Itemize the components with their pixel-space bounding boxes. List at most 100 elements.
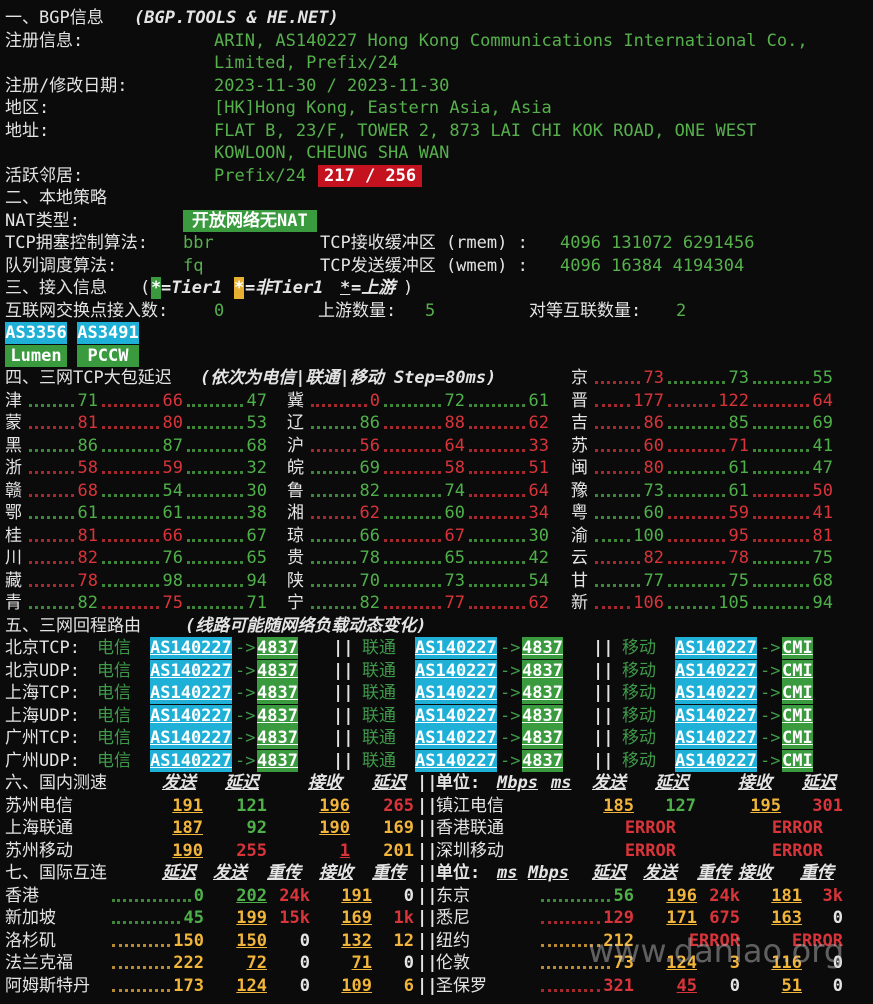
leader-dots — [102, 426, 159, 429]
test-value: 0 — [403, 953, 414, 973]
latency-value: 88 — [444, 413, 465, 433]
hop-asn: AS140227 — [675, 682, 757, 704]
field-label: TCP发送缓冲区 (wmem) : — [320, 255, 528, 276]
carrier: 移动 — [622, 660, 656, 681]
leader-dots — [595, 493, 640, 497]
field-value: 0 — [214, 300, 225, 321]
latency-value: 68 — [812, 570, 833, 591]
column-header: 延迟 — [592, 863, 626, 883]
section-title: 二、本地策略 — [5, 188, 107, 208]
test-value: 24k — [279, 885, 310, 906]
test-value: 0 — [299, 930, 310, 951]
leader-dots — [668, 426, 725, 429]
latency-value: 62 — [528, 413, 549, 433]
leader-dots — [29, 606, 74, 609]
latency-value: 86 — [643, 413, 664, 433]
column-header: 延迟 — [225, 773, 259, 793]
column-header: 延迟 — [162, 863, 196, 883]
leader-dots — [469, 493, 525, 497]
leader-dots — [541, 943, 600, 947]
arrow: -> — [235, 705, 256, 726]
test-value: 196 — [666, 885, 697, 906]
leader-dots — [668, 381, 725, 384]
leader-dots — [469, 538, 525, 542]
arrow: -> — [760, 638, 781, 658]
latency-value: 80 — [643, 458, 664, 478]
leader-dots — [753, 448, 809, 452]
test-value: 15k — [279, 908, 310, 928]
test-name: 法兰克福 — [5, 953, 73, 973]
leader-dots — [187, 471, 243, 474]
latency-value: 73 — [728, 368, 749, 388]
latency-value: 55 — [812, 368, 833, 388]
latency-value: 50 — [812, 480, 833, 501]
column-header: 发送 — [592, 773, 626, 793]
hop-asn: AS140227 — [150, 637, 232, 659]
test-value: 0 — [832, 975, 843, 996]
hop-asn: 4837 — [522, 637, 563, 659]
hop-asn: 4837 — [257, 704, 298, 727]
leader-dots — [595, 403, 630, 407]
leader-dots — [311, 426, 356, 429]
latency-value: 67 — [246, 525, 267, 546]
arrow: -> — [500, 638, 521, 658]
province: 吉 — [571, 413, 588, 433]
separator: || — [593, 705, 614, 726]
province: 粤 — [571, 503, 588, 523]
leader-dots — [668, 493, 725, 497]
latency-value: 58 — [77, 458, 98, 478]
field-value: 2023-11-30 / 2023-11-30 — [214, 75, 450, 96]
test-value: 187 — [172, 818, 203, 838]
arrow: -> — [500, 683, 521, 703]
leader-dots — [668, 583, 725, 587]
province: 鲁 — [287, 480, 304, 501]
test-name: 伦敦 — [436, 953, 470, 973]
latency-value: 33 — [528, 435, 549, 456]
arrow: -> — [235, 660, 256, 681]
latency-value: 47 — [812, 458, 833, 478]
latency-value: 82 — [359, 593, 380, 613]
latency-value: 30 — [246, 480, 267, 501]
test-value: 127 — [665, 795, 696, 816]
latency-value: 66 — [162, 390, 183, 411]
hop-asn: 4837 — [257, 727, 298, 749]
leader-dots — [595, 538, 630, 542]
field-label: 上游数量: — [318, 300, 397, 321]
leader-dots — [753, 403, 809, 407]
latency-value: 82 — [643, 548, 664, 568]
leader-dots — [469, 606, 525, 609]
test-value: 150 — [173, 930, 204, 951]
province: 渝 — [571, 525, 588, 546]
separator: || — [417, 818, 438, 838]
test-value: 190 — [172, 840, 203, 861]
province: 甘 — [571, 570, 588, 591]
test-value: ERROR — [771, 840, 823, 861]
latency-value: 73 — [444, 570, 465, 591]
section-note: (线路可能随网络负载动态变化) — [185, 615, 427, 636]
latency-value: 75 — [162, 593, 183, 613]
latency-value: 66 — [162, 525, 183, 546]
hop-asn: AS140227 — [150, 727, 232, 749]
legend-mark: * — [151, 277, 162, 299]
leader-dots — [311, 561, 356, 564]
field-value: bbr — [183, 233, 214, 253]
leader-dots — [187, 493, 243, 497]
leader-dots — [311, 471, 356, 474]
latency-value: 106 — [633, 593, 664, 613]
test-value: 1k — [393, 908, 414, 928]
latency-value: 59 — [728, 503, 749, 523]
separator: || — [593, 750, 614, 771]
leader-dots — [102, 561, 159, 564]
upstream-asn: AS3356 — [5, 322, 67, 344]
latency-value: 60 — [444, 503, 465, 523]
section-title: 六、国内测速 — [5, 773, 107, 793]
test-name: 镇江电信 — [436, 795, 504, 816]
hop-asn: 4837 — [522, 749, 563, 772]
hop-asn: AS140227 — [415, 704, 497, 727]
test-value: 201 — [383, 840, 414, 861]
column-header: 接收 — [738, 863, 772, 883]
test-value: 196 — [319, 795, 350, 816]
test-name: 圣保罗 — [436, 975, 487, 996]
unit: ms — [551, 773, 572, 793]
leader-dots — [753, 561, 809, 564]
